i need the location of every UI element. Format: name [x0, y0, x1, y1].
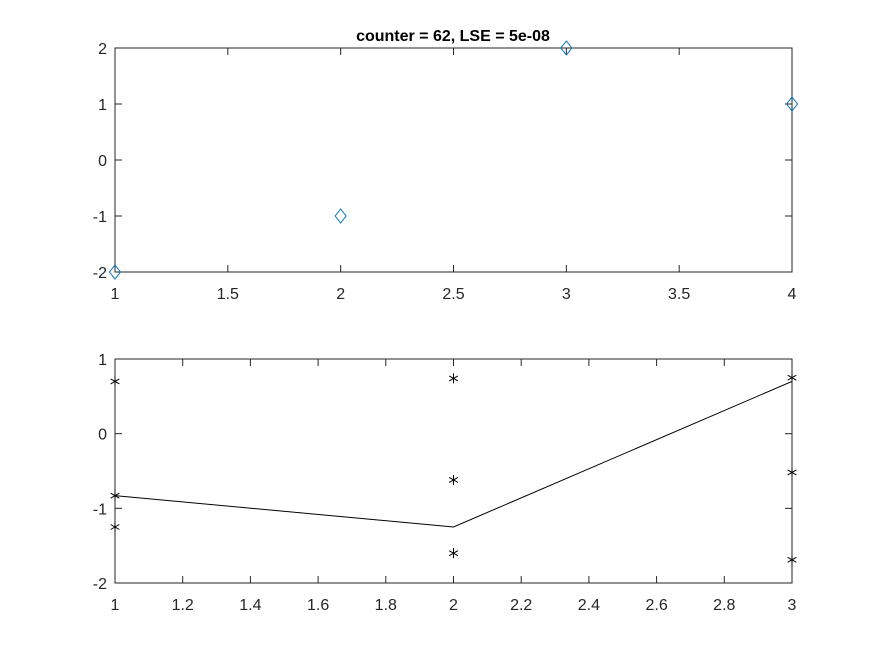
- bottom-x-tick-label: 1.4: [239, 597, 261, 614]
- bottom-x-tick-label: 3: [788, 597, 797, 614]
- top-y-tick-label: 0: [98, 153, 107, 170]
- bottom-y-tick-label: 1: [98, 352, 107, 369]
- bottom-x-tick-label: 1.2: [172, 597, 194, 614]
- bottom-asterisk-point: [448, 548, 459, 559]
- bottom-y-tick-label: -1: [93, 501, 107, 518]
- bottom-asterisk-point: [448, 474, 459, 485]
- top-x-tick-label: 1.5: [217, 286, 239, 303]
- bottom-x-tick-label: 1.6: [307, 597, 329, 614]
- top-y-tick-label: -1: [93, 209, 107, 226]
- top-y-tick-label: -2: [93, 265, 107, 282]
- bottom-x-tick-label: 2.8: [713, 597, 735, 614]
- bottom-asterisk-point: [787, 467, 797, 478]
- top-x-tick-label: 3: [562, 286, 571, 303]
- bottom-asterisk-point: [448, 373, 459, 384]
- bottom-x-tick-label: 2.6: [645, 597, 667, 614]
- bottom-x-tick-label: 2.4: [578, 597, 600, 614]
- top-diamond-point: [560, 40, 573, 56]
- top-diamond-point: [108, 264, 122, 280]
- top-x-tick-label: 2.5: [442, 286, 464, 303]
- top-axes-title: counter = 62, LSE = 5e-08: [356, 28, 550, 45]
- bottom-series-line: [114, 380, 793, 528]
- bottom-y-tick-label: 0: [98, 427, 107, 444]
- top-y-tick-label: 2: [98, 41, 107, 58]
- top-x-tick-label: 2: [336, 286, 345, 303]
- top-x-tick-label: 1: [111, 286, 120, 303]
- top-x-tick-label: 3.5: [668, 286, 690, 303]
- bottom-x-tick-label: 1.8: [375, 597, 397, 614]
- top-x-tick-label: 4: [788, 286, 797, 303]
- bottom-x-tick-label: 1: [111, 597, 120, 614]
- bottom-axes: 1 1.2 1.4 1.6 1.8 2 2.2 2.4 2.6 2.8 3 -2 -1 0 1: [93, 352, 797, 614]
- bottom-x-tick-label: 2.2: [510, 597, 532, 614]
- bottom-asterisk-point: [787, 372, 797, 383]
- bottom-asterisk-point: [110, 376, 120, 387]
- bottom-y-tick-label: -2: [93, 576, 107, 593]
- top-diamond-point: [785, 96, 799, 112]
- bottom-asterisk-point: [110, 522, 120, 532]
- top-diamond-point: [334, 208, 347, 224]
- bottom-asterisk-point: [787, 554, 797, 565]
- bottom-x-tick-label: 2: [449, 597, 458, 614]
- top-axes: counter = 62, LSE = 5e-08 1 1.5 2 2.5 3 3.5 4 -…: [93, 28, 799, 303]
- top-y-tick-label: 1: [98, 97, 107, 114]
